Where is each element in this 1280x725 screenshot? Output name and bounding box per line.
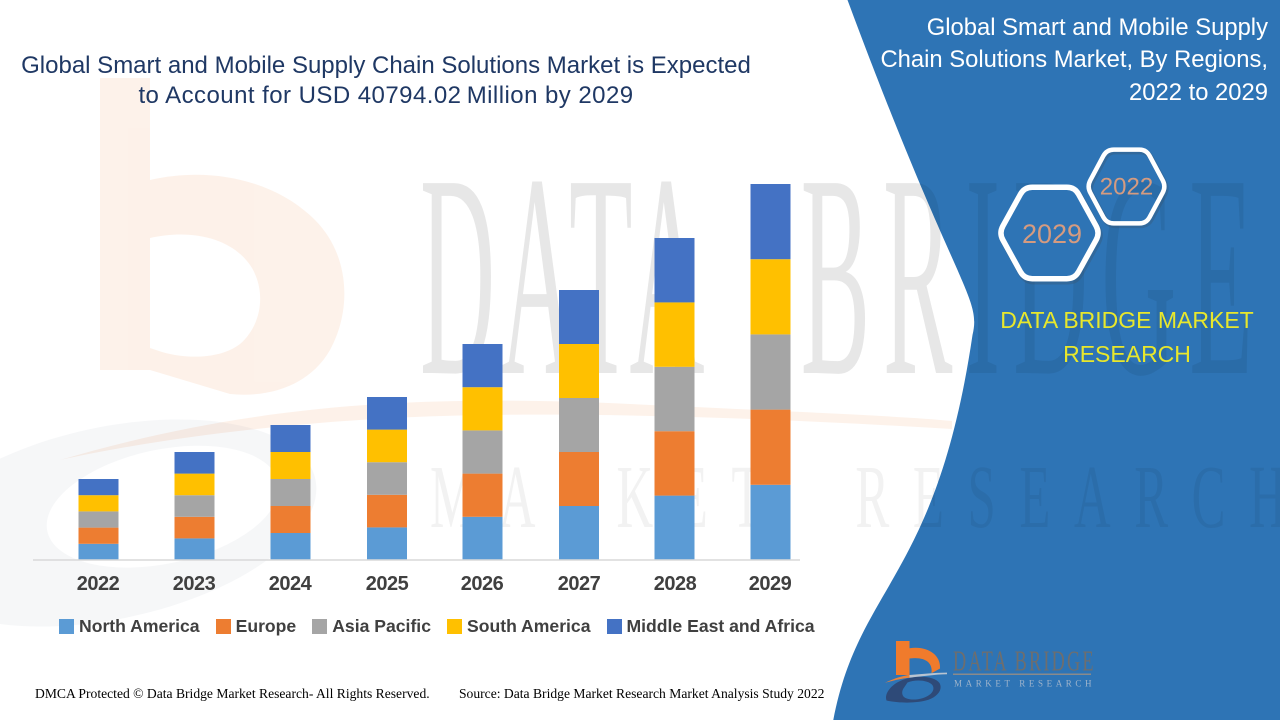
svg-text:MARKET RESEARCH: MARKET RESEARCH: [954, 679, 1095, 689]
svg-text:2029: 2029: [1022, 219, 1082, 249]
svg-text:2022: 2022: [1100, 174, 1153, 201]
svg-text:MARKET RESEARCH: MARKET RESEARCH: [430, 447, 1280, 547]
svg-text:DATA BRIDGE: DATA BRIDGE: [953, 647, 1096, 678]
svg-text:DATA BRIDGE: DATA BRIDGE: [420, 116, 1266, 437]
